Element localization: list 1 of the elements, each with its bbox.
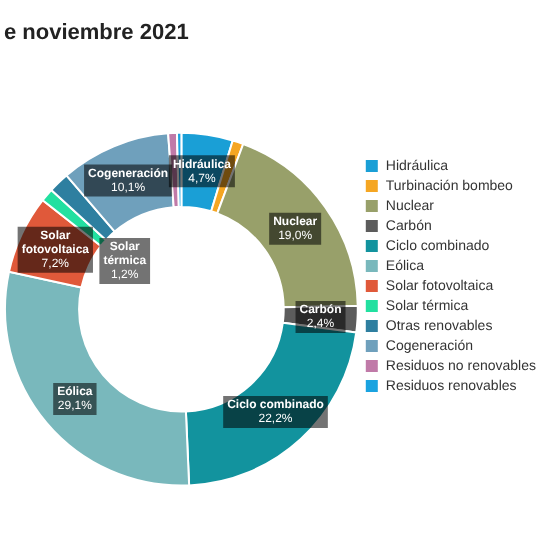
chart-title: e noviembre 2021	[4, 21, 189, 46]
